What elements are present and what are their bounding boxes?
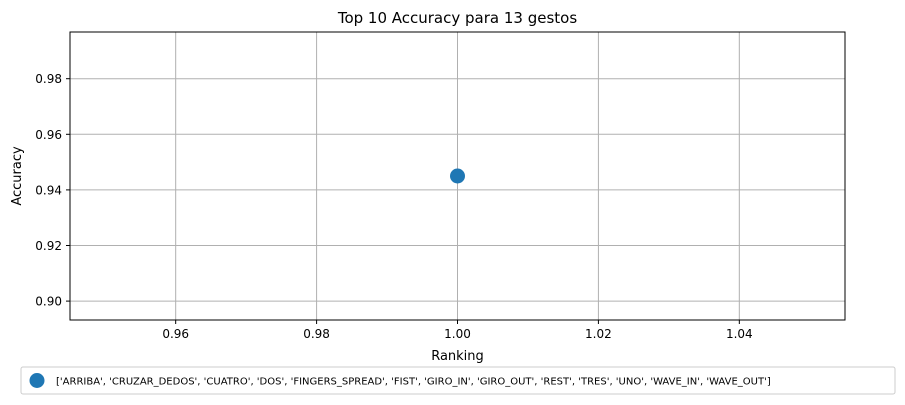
y-tick-label: 0.98	[35, 72, 62, 86]
y-axis-ticks: 0.90 0.92 0.94 0.96 0.98	[35, 72, 70, 309]
y-tick-label: 0.90	[35, 295, 62, 309]
x-axis-label: Ranking	[431, 349, 484, 364]
data-points	[450, 168, 465, 184]
y-axis-label: Accuracy	[10, 146, 25, 206]
x-tick-label: 1.04	[726, 327, 753, 341]
x-tick-label: 1.02	[585, 327, 612, 341]
legend-frame	[20, 366, 896, 395]
x-tick-label: 0.96	[162, 327, 189, 341]
x-axis-ticks: 0.96 0.98 1.00 1.02 1.04	[162, 320, 753, 341]
legend-marker	[29, 373, 45, 388]
y-tick-label: 0.94	[35, 183, 62, 197]
y-tick-label: 0.96	[35, 128, 62, 142]
legend: ['ARRIBA', 'CRUZAR_DEDOS', 'CUATRO', 'DO…	[20, 366, 896, 395]
y-tick-label: 0.92	[35, 239, 62, 253]
data-point	[450, 168, 465, 184]
chart-title: Top 10 Accuracy para 13 gestos	[337, 9, 578, 27]
x-tick-label: 0.98	[303, 327, 330, 341]
x-tick-label: 1.00	[444, 327, 471, 341]
legend-entry-label: ['ARRIBA', 'CRUZAR_DEDOS', 'CUATRO', 'DO…	[56, 377, 771, 388]
